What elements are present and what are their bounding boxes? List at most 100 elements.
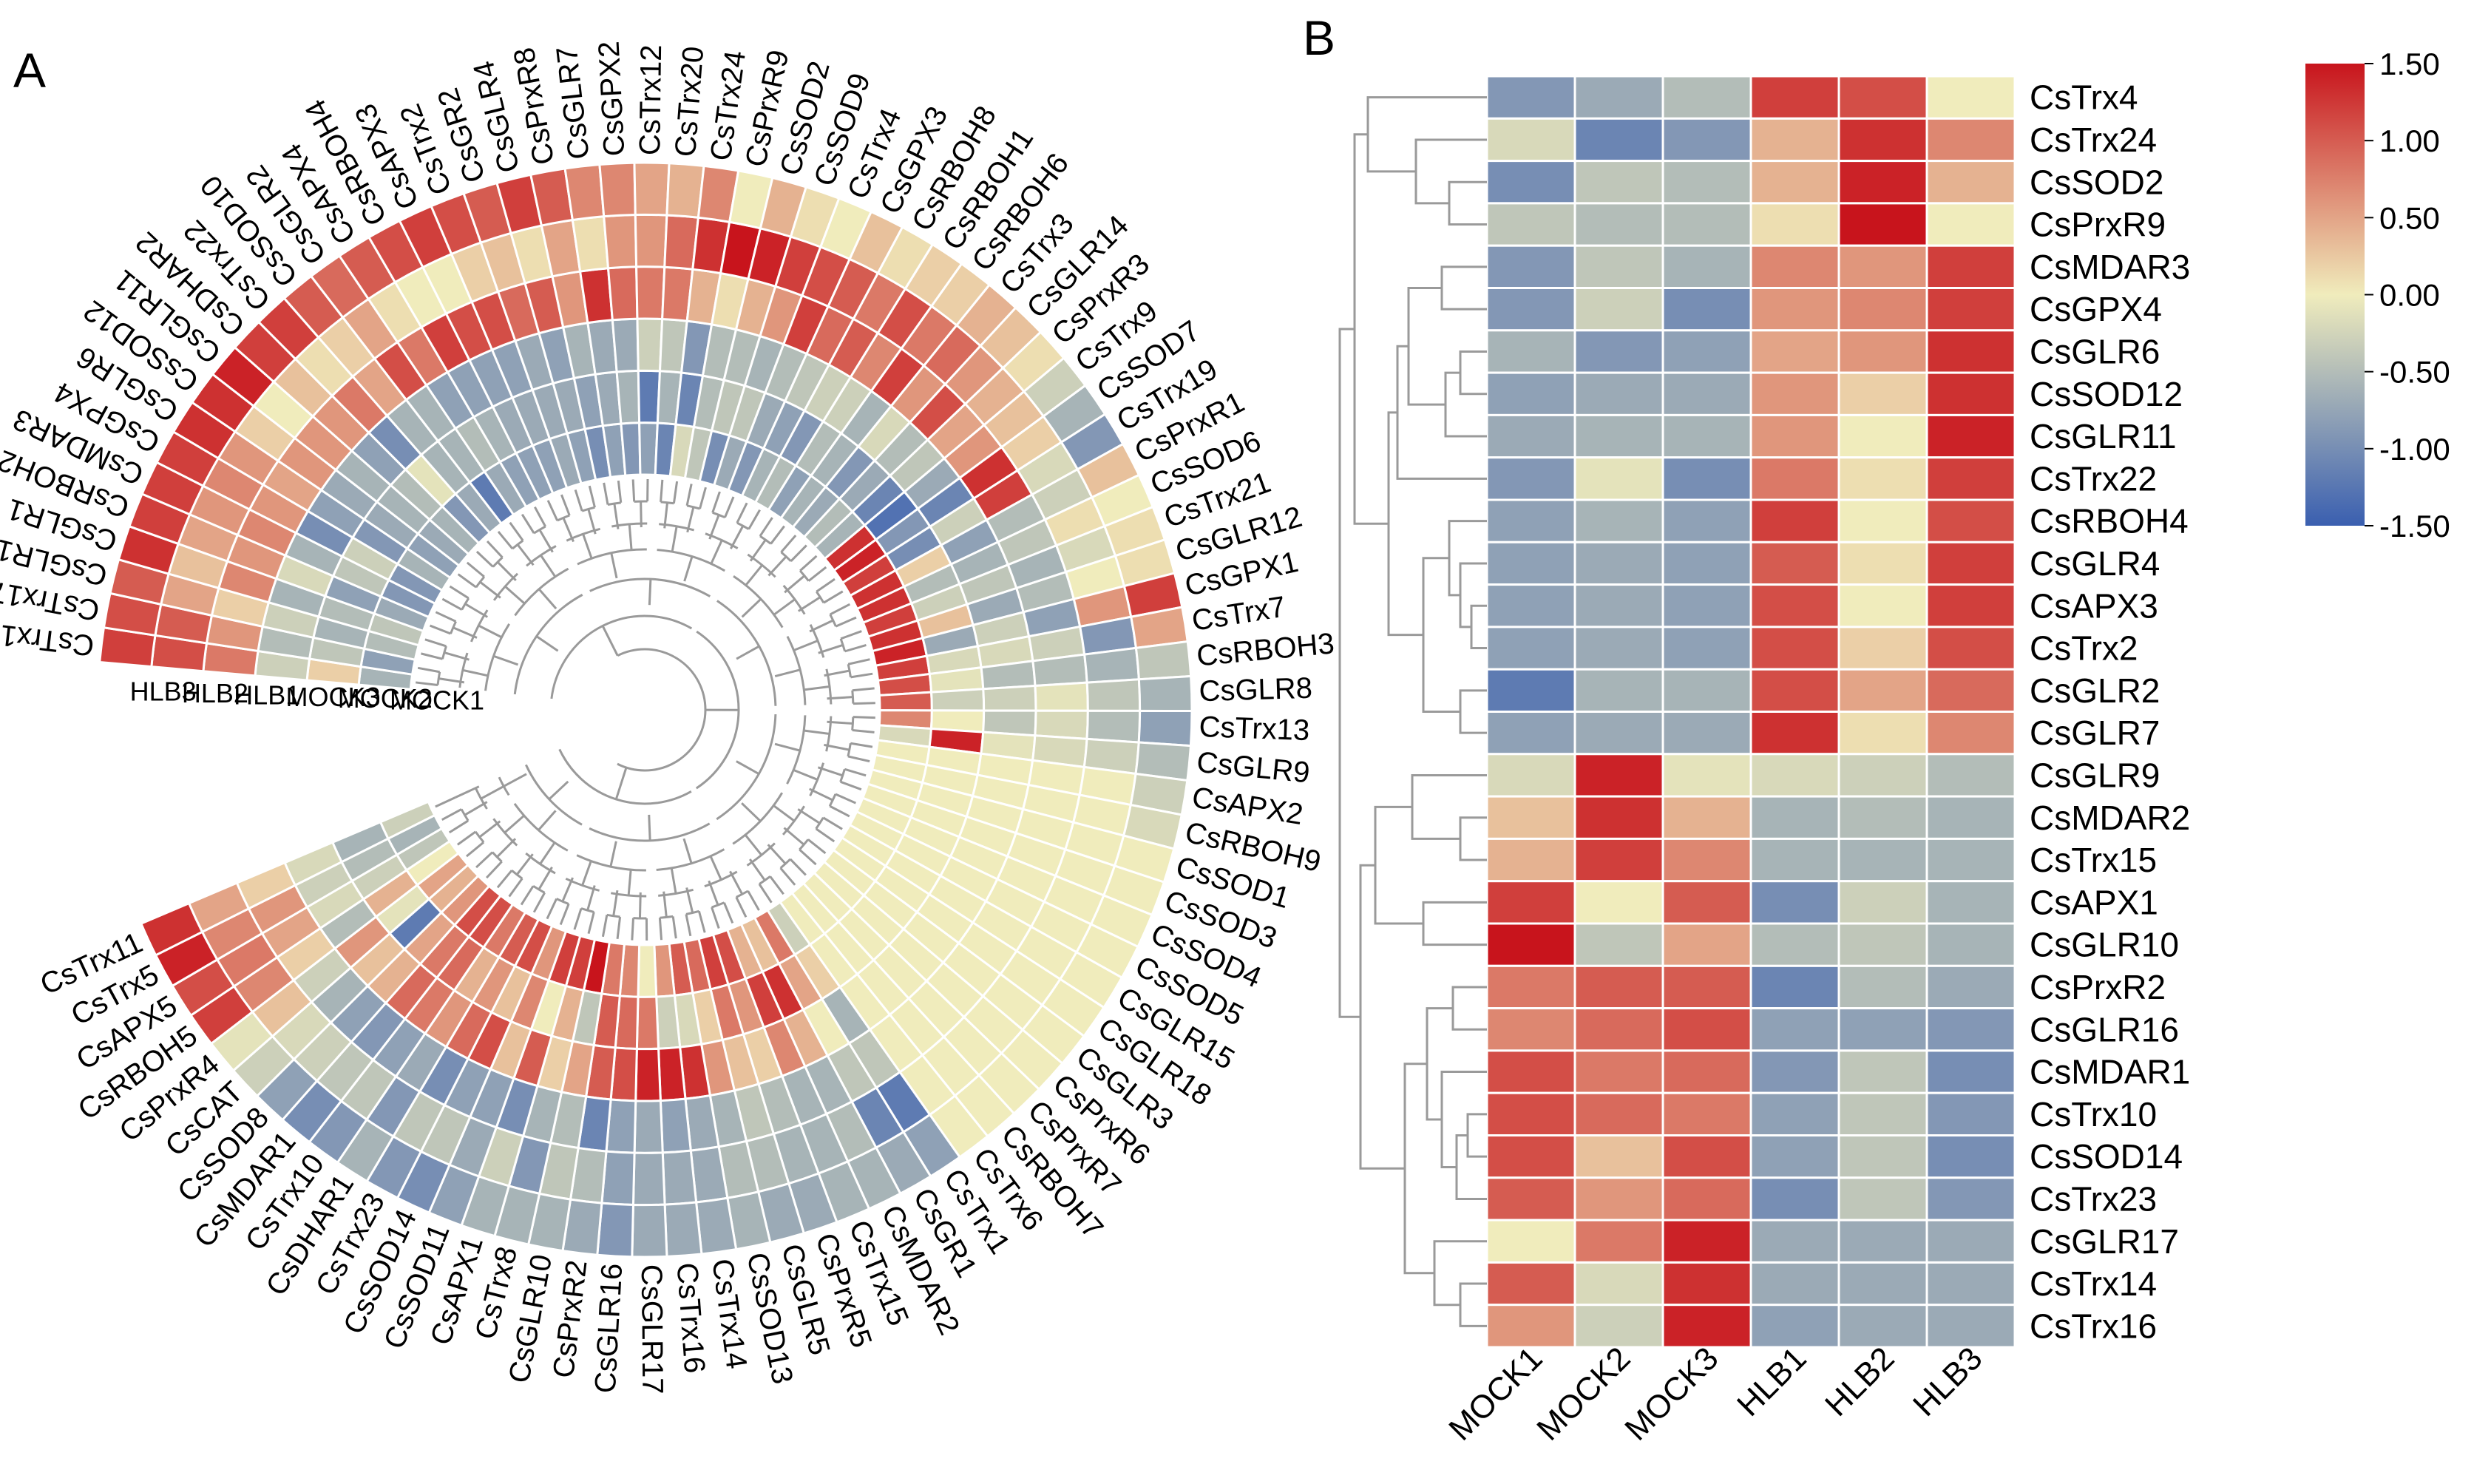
dendrogram-link	[1359, 864, 1405, 1170]
dendrogram-link	[774, 742, 801, 752]
heat-cell	[1661, 1007, 1752, 1052]
heat-cell	[1661, 202, 1752, 247]
dendrogram-link	[631, 479, 636, 502]
dendrogram-link	[1338, 328, 1360, 1018]
colorbar-tick-label: 1.00	[2379, 123, 2440, 158]
dendrogram-link	[435, 796, 456, 808]
heat-cell	[1925, 244, 2016, 290]
heat-cell	[1485, 75, 1576, 120]
row-label: CsGLR7	[2030, 714, 2160, 752]
heat-cell	[1925, 1134, 2016, 1179]
dendrogram-link	[417, 666, 440, 674]
circular-cell	[637, 369, 662, 424]
heat-cell	[1573, 1176, 1664, 1222]
dendrogram-link	[509, 521, 524, 542]
dendrogram-link	[736, 645, 760, 660]
dendrogram-link	[847, 658, 870, 665]
row-label: CsTrx22	[2030, 459, 2157, 498]
heat-cell	[1573, 795, 1664, 840]
row-label: CsTrx4	[2030, 78, 2138, 117]
dendrogram-link	[1448, 520, 1487, 597]
dendrogram-link	[441, 646, 447, 660]
heat-cell	[1749, 1304, 1840, 1349]
heat-cell	[1661, 413, 1752, 459]
heat-cell	[1749, 626, 1840, 671]
heat-cell	[1749, 287, 1840, 332]
row-label: CsGLR17	[2030, 1222, 2179, 1261]
dendrogram-link	[672, 481, 679, 504]
heat-cell	[1485, 1007, 1576, 1052]
dendrogram-link	[748, 509, 761, 530]
dendrogram-link	[424, 638, 447, 648]
circular-cell	[657, 1046, 687, 1102]
dendrogram-link	[741, 598, 762, 618]
circular-cell	[596, 1202, 634, 1258]
heat-cell	[1749, 753, 1840, 798]
heat-cell	[1837, 964, 1928, 1010]
dendrogram-link	[566, 527, 601, 542]
dendrogram-link	[683, 556, 694, 582]
dendrogram-link	[773, 804, 796, 822]
heat-cell	[1749, 795, 1840, 840]
circular-cell	[603, 213, 638, 270]
heat-cell	[1749, 329, 1840, 374]
heat-cell	[1661, 753, 1752, 798]
heat-cell	[1925, 329, 2016, 374]
heat-cell	[1925, 287, 2016, 332]
heat-cell	[1661, 329, 1752, 374]
dendrogram-link	[582, 533, 593, 559]
row-label: CsPrxR9	[2030, 206, 2166, 244]
circular-cell	[663, 1201, 703, 1258]
dendrogram-link	[589, 822, 711, 842]
heat-cell	[1573, 117, 1664, 163]
heat-cell	[1837, 1176, 1928, 1222]
colorbar-tick-label: -1.00	[2379, 432, 2450, 467]
heat-cell	[1661, 160, 1752, 205]
heat-cell	[1749, 1219, 1840, 1264]
gene-label: CsTrx13	[1199, 711, 1310, 747]
colorbar-tick-label: 0.00	[2379, 278, 2440, 313]
dendrogram-link	[480, 785, 504, 800]
heat-cell	[1925, 541, 2016, 586]
heat-cell	[1573, 160, 1664, 205]
row-label: CsGLR10	[2030, 926, 2179, 964]
heat-cell	[1573, 880, 1664, 925]
heat-cell	[1485, 329, 1576, 374]
heat-cell	[1837, 1134, 1928, 1179]
heat-cell	[1925, 711, 2016, 756]
heat-cell	[1573, 75, 1664, 120]
dendrogram-link	[1466, 1113, 1487, 1158]
dendrogram-link	[497, 530, 514, 550]
dendrogram-link	[815, 817, 824, 830]
dendrogram-link	[829, 804, 850, 818]
dendrogram-link	[816, 591, 825, 603]
heat-cell	[1837, 244, 1928, 290]
dendrogram-link	[852, 728, 875, 733]
circular-cell	[633, 161, 671, 217]
heat-cell	[1925, 1304, 2016, 1349]
dendrogram-link	[779, 867, 796, 886]
dendrogram-link	[660, 915, 674, 919]
dendrogram-link	[435, 611, 457, 623]
dendrogram-link	[670, 867, 677, 894]
dendrogram-link	[850, 742, 873, 748]
dendrogram-link	[606, 913, 620, 918]
dendrogram-link	[540, 555, 557, 577]
dendrogram-link	[1455, 1134, 1487, 1200]
heat-cell	[1837, 1049, 1928, 1094]
row-label: CsGLR11	[2030, 417, 2177, 455]
heat-cell	[1661, 1304, 1752, 1349]
dendrogram-link	[1366, 96, 1487, 173]
dendrogram-link	[535, 635, 559, 652]
dendrogram-link	[723, 902, 734, 924]
heat-cell	[1749, 922, 1840, 967]
dendrogram-link	[657, 549, 725, 572]
circular-dendrogram	[416, 479, 875, 941]
circular-cell	[1082, 646, 1140, 684]
heat-cell	[1573, 1219, 1664, 1264]
heat-cell	[1573, 371, 1664, 416]
dendrogram-link	[416, 681, 438, 686]
heat-cell	[1837, 626, 1928, 671]
heat-cell	[1573, 1304, 1664, 1349]
ring-label: HLB1	[234, 680, 300, 710]
